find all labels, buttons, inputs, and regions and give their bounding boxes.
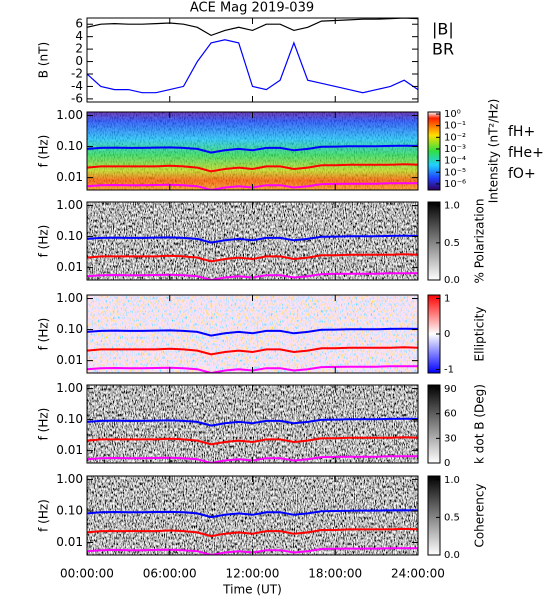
colorbar-tick-label: 10⁻⁴ xyxy=(444,156,466,167)
x-tick-label: 00:00:00 xyxy=(60,567,114,581)
y-axis-label: f (Hz) xyxy=(37,408,51,441)
x-tick-label: 24:00:00 xyxy=(391,567,445,581)
y-tick-label: 1.00 xyxy=(56,291,83,305)
y-axis-label: f (Hz) xyxy=(37,318,51,351)
colorbar-tick-label: 10⁰ xyxy=(444,109,461,120)
gyro-line xyxy=(87,509,418,519)
colorbar-tick-label: 1.0 xyxy=(444,475,460,486)
colorbar-tick-label: 1 xyxy=(444,294,450,305)
y-tick-label: 0 xyxy=(75,54,83,68)
colorbar-tick-label: 0.0 xyxy=(444,275,460,286)
x-tick-label: 18:00:00 xyxy=(308,567,362,581)
legend-entry: fO+ xyxy=(508,166,536,182)
y-tick-label: 0.10 xyxy=(56,504,83,518)
x-axis-label: Time (UT) xyxy=(222,583,282,597)
y-tick-label: 0.01 xyxy=(56,353,83,367)
gyro-line xyxy=(87,234,418,244)
y-tick-label: 0.01 xyxy=(56,170,83,184)
gyro-line xyxy=(87,253,418,263)
y-tick-label: 1.00 xyxy=(56,108,83,122)
line xyxy=(87,18,418,37)
y-tick-label: 0.01 xyxy=(56,443,83,457)
y-tick-label: 1.00 xyxy=(56,198,83,212)
x-tick-label: 12:00:00 xyxy=(226,567,280,581)
gyro-line xyxy=(87,436,418,446)
colorbar xyxy=(427,475,441,556)
colorbar-tick-label: 0 xyxy=(444,329,450,340)
colorbar xyxy=(427,111,441,191)
gyro-line xyxy=(87,144,418,154)
colorbar-tick-label: 10⁻³ xyxy=(444,144,466,155)
y-tick-label: 0.01 xyxy=(56,260,83,274)
chart-title: ACE Mag 2019-039 xyxy=(190,1,314,16)
colorbar-label: Coherency xyxy=(473,483,487,547)
colorbar xyxy=(427,384,441,464)
colorbar-tick-label: 10⁻⁵ xyxy=(444,167,466,178)
x-tick-label: 06:00:00 xyxy=(143,567,197,581)
colorbar-tick-label: 60 xyxy=(444,409,457,420)
colorbar xyxy=(427,201,441,281)
gyro-line xyxy=(87,417,418,427)
colorbar-tick-label: 90 xyxy=(444,384,457,395)
colorbar-label: k dot B (Deg) xyxy=(473,384,487,464)
y-axis-label: f (Hz) xyxy=(37,135,51,168)
colorbar-tick-label: 1.0 xyxy=(444,201,460,212)
y-tick-label: 1.00 xyxy=(56,381,83,395)
gyro-line xyxy=(87,346,418,356)
colorbar-tick-label: 0 xyxy=(444,458,450,469)
y-tick-label: -2 xyxy=(71,67,83,81)
colorbar-tick-label: 0.5 xyxy=(444,238,460,249)
y-tick-label: -4 xyxy=(71,79,83,93)
y-tick-label: 6 xyxy=(75,17,83,31)
y-axis-label: f (Hz) xyxy=(37,499,51,532)
colorbar-tick-label: 0.5 xyxy=(444,512,460,523)
colorbar-tick-label: 0.0 xyxy=(444,550,460,561)
gyro-line xyxy=(87,527,418,538)
line xyxy=(87,39,418,94)
colorbar-tick-label: -1 xyxy=(444,364,454,375)
y-tick-label: 0.10 xyxy=(56,139,83,153)
colorbar-label: Ellipticity xyxy=(473,307,487,362)
colorbar-label: Intensity (nT²/Hz) xyxy=(487,99,501,204)
colorbar-tick-label: 30 xyxy=(444,433,457,444)
colorbar-tick-label: 10⁻⁶ xyxy=(444,179,466,190)
legend-entry: fH+ xyxy=(508,124,535,140)
y-tick-label: 2 xyxy=(75,42,83,56)
y-tick-label: 0.10 xyxy=(56,322,83,336)
y-tick-label: 0.10 xyxy=(56,412,83,426)
gyro-line xyxy=(87,163,418,173)
legend-entry: fHe+ xyxy=(508,145,544,161)
legend-entry: BR xyxy=(432,40,454,59)
y-tick-label: 0.01 xyxy=(56,535,83,549)
y-tick-label: 1.00 xyxy=(56,472,83,486)
legend-entry: |B| xyxy=(432,20,454,39)
colorbar-label: % Polarization xyxy=(473,199,487,284)
y-tick-label: 0.10 xyxy=(56,229,83,243)
y-tick-label: -6 xyxy=(71,91,83,105)
colorbar-tick-label: 10⁻¹ xyxy=(444,121,466,132)
colorbar-tick-label: 10⁻² xyxy=(444,132,466,143)
y-tick-label: 4 xyxy=(75,29,83,43)
y-axis-label: f (Hz) xyxy=(37,225,51,258)
gyro-line xyxy=(87,327,418,337)
y-axis-label: B (nT) xyxy=(37,42,51,78)
